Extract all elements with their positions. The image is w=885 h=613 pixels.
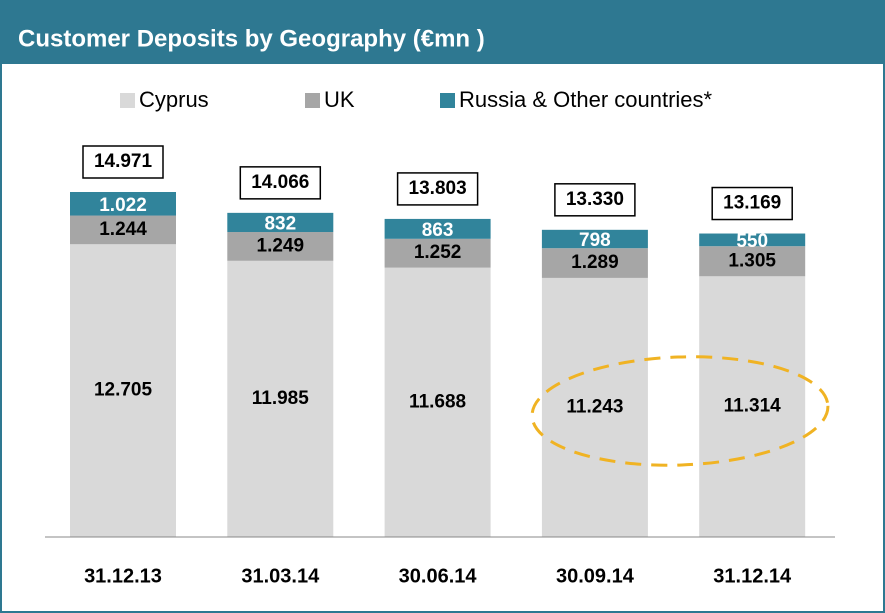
bar-segment: [384, 238, 491, 268]
total-box: [711, 186, 793, 221]
bar-segment: [384, 267, 491, 537]
header: [0, 0, 885, 64]
data-label: 12.705: [94, 380, 153, 401]
total-label: 13.330: [566, 189, 624, 210]
x-tick-label: 31.12.13: [84, 565, 162, 587]
highlight-ellipse: [530, 355, 830, 467]
data-label: 11.243: [566, 396, 623, 417]
data-label: 11.314: [724, 396, 781, 417]
data-label: 550: [736, 231, 768, 252]
bar-segment: [541, 277, 648, 537]
total-box: [554, 183, 636, 217]
legend-swatch: [120, 93, 135, 108]
x-tick-label: 31.12.14: [713, 565, 792, 587]
legend-label: UK: [324, 87, 355, 112]
total-label: 13.169: [723, 193, 781, 214]
x-tick-label: 31.03.14: [241, 565, 320, 587]
legend-swatch: [440, 93, 455, 108]
plot: Cyprus UK Russia & Other countries* 12.705 1…: [45, 87, 835, 587]
bar-segment: [227, 212, 334, 233]
data-label: 1.289: [571, 252, 619, 273]
bar-segment: [699, 276, 806, 537]
data-label: 1.252: [414, 242, 462, 263]
bar-segment: [227, 232, 334, 261]
bar-segment: [541, 248, 648, 278]
total-box: [239, 166, 322, 200]
data-label: 1.249: [257, 235, 305, 256]
total-box: [396, 172, 479, 206]
x-tick-label: 30.09.14: [556, 565, 635, 587]
chart-title: Customer Deposits by Geography (€mn ): [18, 25, 485, 52]
data-label: 11.985: [252, 388, 309, 409]
legend-label: Russia & Other countries*: [459, 87, 713, 112]
total-label: 14.971: [94, 151, 153, 172]
data-label: 1.244: [99, 219, 147, 240]
total-label: 13.803: [409, 178, 467, 199]
data-label: 863: [422, 220, 454, 241]
bar-segment: [699, 246, 806, 277]
bar-segment: [699, 233, 806, 247]
data-label: 798: [579, 230, 611, 251]
legend-swatch: [305, 93, 320, 108]
data-label: 832: [264, 213, 296, 234]
data-label: 11.688: [409, 391, 466, 412]
legend-label: Cyprus: [139, 87, 209, 112]
bar-segment: [70, 244, 176, 537]
data-label: 1.305: [728, 250, 776, 271]
bar-segment: [384, 218, 491, 239]
data-label: 1.022: [99, 195, 147, 216]
bar-segment: [70, 215, 176, 245]
x-tick-label: 30.06.14: [399, 565, 478, 587]
total-box: [82, 145, 164, 179]
bar-segment: [227, 260, 334, 537]
bar-segment: [70, 192, 176, 216]
bar-segment: [541, 229, 648, 249]
total-label: 14.066: [251, 172, 309, 193]
